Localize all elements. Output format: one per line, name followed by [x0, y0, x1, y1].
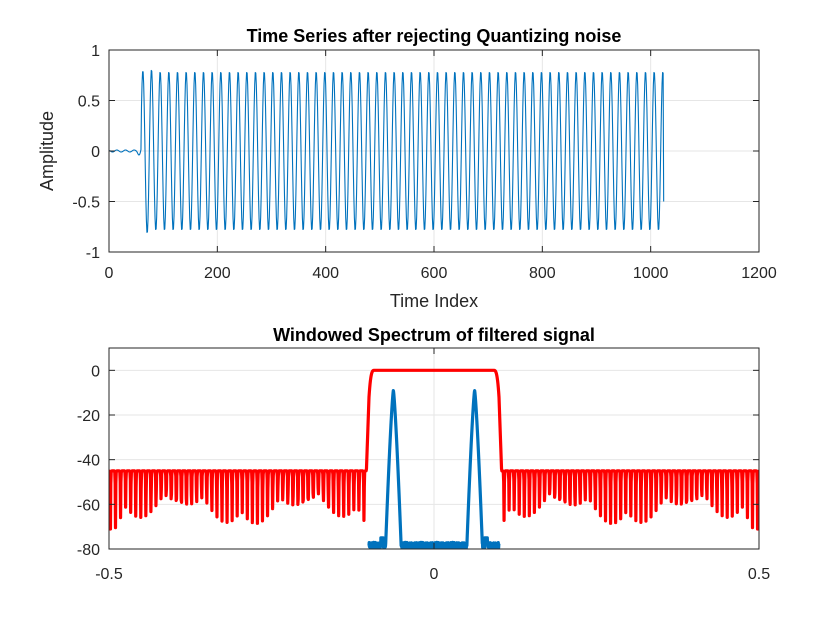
time-series-ytick-label: -0.5	[72, 195, 100, 212]
spectrum-ytick-label: -20	[77, 408, 100, 425]
time-series-xtick-label: 600	[421, 265, 448, 282]
time-series-xtick-label: 1000	[633, 265, 669, 282]
spectrum-ytick-label: -80	[77, 542, 100, 559]
spectrum-grid	[108, 348, 760, 550]
time-series-xtick-label: 0	[105, 265, 114, 282]
spectrum-ytick-label: -60	[77, 497, 100, 514]
spectrum-ytick-label: 0	[91, 363, 100, 380]
time-series-ytick-label: 0.5	[78, 94, 100, 111]
filter-response-line	[109, 368, 759, 531]
spectrum-ytick-label: -40	[77, 453, 100, 470]
time-series-title: Time Series after rejecting Quantizing n…	[247, 26, 622, 46]
time-series-axes: 0 200 400 600 800 1000 1200 -1 -0.5 0 0.5 1 Time Se…	[37, 26, 777, 311]
time-series-xlabel: Time Index	[390, 291, 478, 311]
time-series-line	[109, 69, 665, 233]
spectrum-xtick-label: -0.5	[95, 566, 123, 583]
time-series-ylabel: Amplitude	[37, 111, 57, 191]
time-series-xtick-label: 200	[204, 265, 231, 282]
time-series-ytick-label: 1	[91, 43, 100, 60]
time-series-xtick-label: 1200	[741, 265, 777, 282]
spectrum-tick-labels: -0.5 0 0.5 -80 -60 -40 -20 0	[77, 348, 770, 583]
spectrum-title: Windowed Spectrum of filtered signal	[273, 325, 595, 345]
time-series-ytick-label: -1	[86, 245, 100, 262]
spectrum-xtick-label: 0.5	[748, 566, 770, 583]
spectrum-axes: -0.5 0 0.5 -80 -60 -40 -20 0 Windowed Spectrum …	[77, 325, 770, 583]
time-series-xtick-label: 400	[312, 265, 339, 282]
time-series-tick-labels: 0 200 400 600 800 1000 1200 -1 -0.5 0 0.5 1	[72, 43, 776, 282]
time-series-xtick-label: 800	[529, 265, 556, 282]
spectrum-xtick-label: 0	[430, 566, 439, 583]
time-series-ytick-label: 0	[91, 144, 100, 161]
